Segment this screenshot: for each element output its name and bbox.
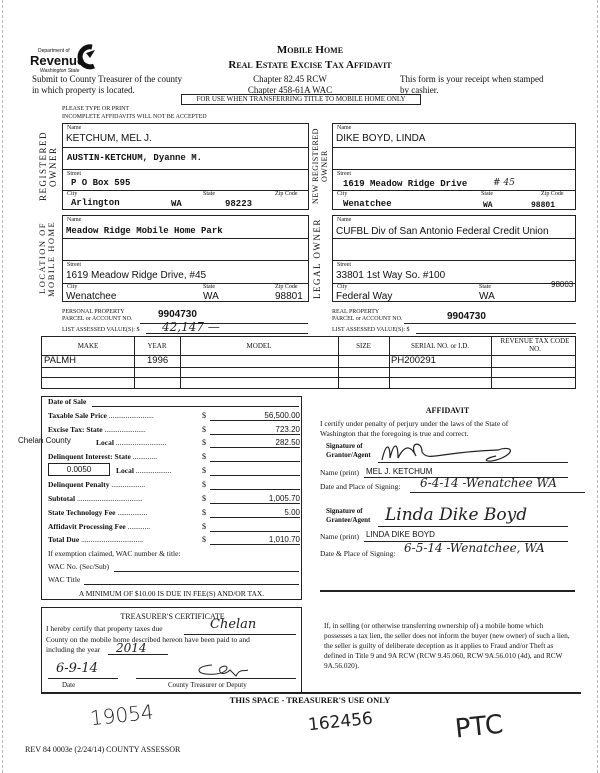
total-due[interactable]: 1,010.70 <box>210 535 300 545</box>
handwritten-number-2: 162456 <box>307 708 374 736</box>
new-owner-state[interactable]: WA <box>483 201 493 210</box>
registered-owner-name-2[interactable]: AUSTIN-KETCHUM, Dyanne M. <box>67 153 203 163</box>
registered-owner-street[interactable]: P O Box 595 <box>71 178 131 188</box>
excise-tax-local[interactable]: 282.50 <box>210 438 300 448</box>
registered-owner-city[interactable]: Arlington <box>71 198 120 208</box>
handwritten-number-1: 19054 <box>88 699 155 731</box>
form-subtitle: Real Estate Excise Tax Affidavit <box>228 59 392 71</box>
real-property-account[interactable]: 9904730 <box>447 311 486 322</box>
delinquent-interest-local[interactable] <box>210 466 300 476</box>
registered-owner-name[interactable]: KETCHUM, MEL J. <box>66 133 152 144</box>
form-title: Mobile Home <box>276 44 344 56</box>
grantor-signature <box>381 443 512 462</box>
affidavit-fee[interactable] <box>210 522 300 532</box>
location-street[interactable]: 1619 Meadow Ridge Drive, #45 <box>66 270 207 281</box>
legal-owner-name[interactable]: CUFBL Div of San Antonio Federal Credit … <box>336 226 549 237</box>
subtotal[interactable]: 1,005.70 <box>210 494 300 504</box>
treasurer-county[interactable]: Chelan <box>210 617 257 632</box>
usage-banner: FOR USE WHEN TRANSFERRING TITLE TO MOBIL… <box>181 94 421 105</box>
treasurer-signature <box>198 664 249 677</box>
treasurer-date[interactable]: 6-9-14 <box>56 661 98 676</box>
personal-property-account[interactable]: 9904730 <box>158 309 197 320</box>
treasurer-certificate: TREASURER'S CERTIFICATE I hereby certify… <box>41 607 302 693</box>
new-owner-street[interactable]: 1619 Meadow Ridge Drive <box>343 179 468 189</box>
treasurer-use-label: THIS SPACE - TREASURER'S USE ONLY <box>229 695 391 705</box>
legal-owner-street[interactable]: 33801 1st Way So. #100 <box>336 270 446 281</box>
location-zip[interactable]: 98801 <box>275 291 303 302</box>
handwritten-initials: PTC <box>453 709 505 745</box>
registered-owner-state[interactable]: WA <box>171 199 182 209</box>
new-owner-section: Name DIKE BOYD, LINDA Street 1619 Meadow… <box>332 123 576 210</box>
tax-rate[interactable]: 0.0050 <box>48 463 110 476</box>
excise-tax-state[interactable]: 723.20 <box>210 425 300 435</box>
tax-lien-notice: If, in selling (or otherwise transferrin… <box>324 621 570 670</box>
tax-paid-year[interactable]: 2014 <box>116 641 147 655</box>
grantee-date-place[interactable]: 6-5-14 -Wenatchee, WA <box>404 541 545 555</box>
county-name: Chelan County <box>18 436 71 445</box>
registered-owner-section: Name KETCHUM, MEL J. AUSTIN-KETCHUM, Dya… <box>62 123 309 210</box>
form-id: REV 84 0003e (2/24/14) COUNTY ASSESSOR <box>25 745 181 754</box>
legal-owner-city[interactable]: Federal Way <box>336 291 393 302</box>
grantee-signature: Linda Dike Boyd <box>385 505 528 525</box>
new-owner-zip[interactable]: 98801 <box>531 201 556 210</box>
mobile-home-table: MAKE YEAR MODEL SIZE SERIAL NO. or I.D. … <box>41 336 576 389</box>
location-name[interactable]: Meadow Ridge Mobile Home Park <box>66 226 223 236</box>
grantee-name[interactable]: LINDA DIKE BOYD <box>366 530 435 539</box>
delinquent-interest-state[interactable] <box>210 452 300 462</box>
location-city[interactable]: Wenatchee <box>66 291 117 302</box>
grantor-date-place[interactable]: 6-4-14 -Wenatchee WA <box>420 476 557 490</box>
legal-owner-state[interactable]: WA <box>479 291 495 302</box>
delinquent-penalty[interactable] <box>210 480 300 490</box>
location-section: Name Meadow Ridge Mobile Home Park Stree… <box>62 215 309 302</box>
dor-logo-icon <box>77 44 95 70</box>
technology-fee[interactable]: 5.00 <box>210 508 300 518</box>
registered-owner-zip[interactable]: 98223 <box>225 199 253 209</box>
new-owner-city[interactable]: Wenatchee <box>343 199 392 209</box>
new-owner-name[interactable]: DIKE BOYD, LINDA <box>336 133 426 144</box>
grantor-name[interactable]: MEL J. KETCHUM <box>366 467 433 476</box>
taxable-sale-price[interactable]: 56,500.00 <box>210 411 300 421</box>
legal-owner-zip[interactable]: 98003 <box>551 280 574 289</box>
location-state[interactable]: WA <box>203 291 219 302</box>
tax-calculation-section <box>41 396 302 600</box>
pp-assessed-value[interactable]: 42,147 — <box>162 320 220 334</box>
legal-owner-section: Name CUFBL Div of San Antonio Federal Cr… <box>332 215 576 302</box>
